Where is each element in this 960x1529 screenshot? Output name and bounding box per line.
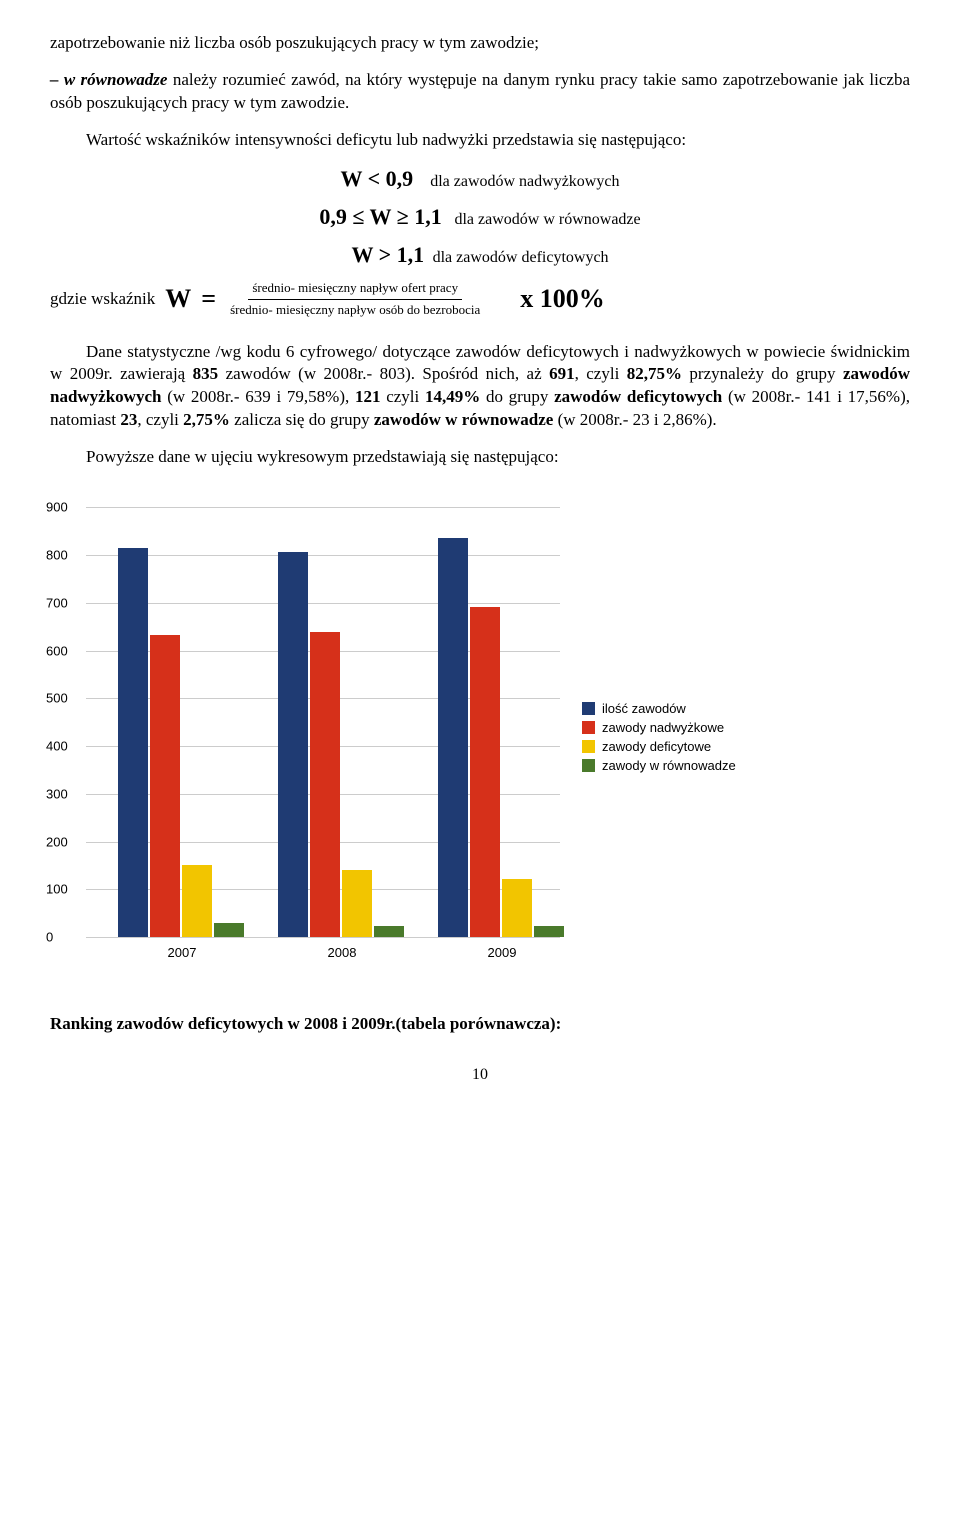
y-tick-label: 300 xyxy=(46,786,68,801)
formula-1: W < 0,9 dla zawodów nadwyżkowych xyxy=(50,166,910,192)
paragraph-4: Dane statystyczne /wg kodu 6 cyfrowego/ … xyxy=(50,341,910,433)
y-tick-label: 800 xyxy=(46,547,68,562)
x-tick-label: 2008 xyxy=(278,945,406,960)
times-100: x 100% xyxy=(520,284,605,314)
y-tick-label: 600 xyxy=(46,643,68,658)
text: należy rozumieć zawód, na który występuj… xyxy=(50,70,910,112)
text: , czyli xyxy=(137,410,183,429)
text: przynależy do grupy xyxy=(682,364,843,383)
y-tick-label: 700 xyxy=(46,595,68,610)
paragraph-3: Wartość wskaźników intensywności deficyt… xyxy=(50,129,910,152)
chart-container: 0100200300400500600700800900200720082009… xyxy=(50,497,910,977)
bar-group: 2007 xyxy=(118,548,246,937)
indicator-W: W xyxy=(165,284,191,314)
bar-deficytowe xyxy=(502,879,532,937)
legend-label: zawody deficytowe xyxy=(602,739,711,754)
legend: ilość zawodów zawody nadwyżkowe zawody def… xyxy=(582,697,736,777)
bar-deficytowe xyxy=(342,870,372,937)
ranking-heading: Ranking zawodów deficytowych w 2008 i 20… xyxy=(50,1013,910,1036)
bar-deficytowe xyxy=(182,865,212,938)
bar-ilosc xyxy=(438,538,468,937)
value: 691 xyxy=(549,364,575,383)
x-tick-label: 2007 xyxy=(118,945,246,960)
text: zalicza się do grupy xyxy=(230,410,374,429)
text: (w 2008r.- 23 i 2,86%). xyxy=(553,410,716,429)
group-name: zawodów deficytowych xyxy=(554,387,722,406)
gridline xyxy=(86,937,560,938)
y-tick-label: 0 xyxy=(46,930,53,945)
bar-nadwyzkowe xyxy=(310,632,340,937)
value: 23 xyxy=(120,410,137,429)
legend-label: zawody w równowadze xyxy=(602,758,736,773)
value: 835 xyxy=(193,364,219,383)
page-number: 10 xyxy=(50,1066,910,1084)
formula-op: < 0,9 xyxy=(362,166,413,191)
group-name: zawodów w równowadze xyxy=(374,410,553,429)
formula-desc: dla zawodów deficytowych xyxy=(433,249,609,266)
legend-swatch xyxy=(582,740,595,753)
value: 82,75% xyxy=(627,364,682,383)
y-tick-label: 200 xyxy=(46,834,68,849)
indicator-eq: = xyxy=(201,284,216,314)
paragraph-2: – w równowadze należy rozumieć zawód, na… xyxy=(50,69,910,115)
y-tick-label: 900 xyxy=(46,500,68,515)
formula-3: W > 1,1 dla zawodów deficytowych xyxy=(50,242,910,268)
formula-W: W xyxy=(351,242,373,267)
page: zapotrzebowanie niż liczba osób poszukuj… xyxy=(0,0,960,1124)
bar-group: 2008 xyxy=(278,552,406,937)
fraction: średnio- miesięczny napływ ofert pracy ś… xyxy=(226,280,484,319)
formula-W: 0,9 ≤ W ≥ 1,1 xyxy=(319,204,441,229)
value: 2,75% xyxy=(183,410,230,429)
bar-ilosc xyxy=(118,548,148,937)
x-tick-label: 2009 xyxy=(438,945,566,960)
formula-desc: dla zawodów w równowadze xyxy=(454,211,640,228)
bar-nadwyzkowe xyxy=(470,607,500,937)
legend-swatch xyxy=(582,702,595,715)
legend-item: zawody w równowadze xyxy=(582,758,736,773)
bar-ilosc xyxy=(278,552,308,937)
bar-group: 2009 xyxy=(438,538,566,937)
indicator-label: gdzie wskaźnik xyxy=(50,289,155,309)
paragraph-5: Powyższe dane w ujęciu wykresowym przeds… xyxy=(50,446,910,469)
legend-swatch xyxy=(582,759,595,772)
value: 121 xyxy=(355,387,381,406)
y-tick-label: 100 xyxy=(46,882,68,897)
bar-rownowaga xyxy=(534,926,564,937)
legend-item: zawody nadwyżkowe xyxy=(582,720,736,735)
bar-rownowaga xyxy=(214,923,244,937)
legend-label: ilość zawodów xyxy=(602,701,686,716)
indicator-row: gdzie wskaźnik W = średnio- miesięczny n… xyxy=(50,280,910,319)
legend-item: zawody deficytowe xyxy=(582,739,736,754)
bar-nadwyzkowe xyxy=(150,635,180,937)
bar-rownowaga xyxy=(374,926,404,937)
formula-W: W xyxy=(341,166,363,191)
paragraph-1: zapotrzebowanie niż liczba osób poszukuj… xyxy=(50,32,910,55)
fraction-denominator: średnio- miesięczny napływ osób do bezro… xyxy=(226,300,484,319)
text: do grupy xyxy=(480,387,554,406)
formula-desc: dla zawodów nadwyżkowych xyxy=(430,173,619,190)
bar-chart: 0100200300400500600700800900200720082009 xyxy=(50,497,570,977)
fraction-numerator: średnio- miesięczny napływ ofert pracy xyxy=(248,280,462,300)
term-rownowaga: – w równowadze xyxy=(50,70,167,89)
formula-2: 0,9 ≤ W ≥ 1,1 dla zawodów w równowadze xyxy=(50,204,910,230)
legend-swatch xyxy=(582,721,595,734)
value: 14,49% xyxy=(425,387,480,406)
text: czyli xyxy=(380,387,425,406)
text: (w 2008r.- 639 i 79,58%), xyxy=(161,387,355,406)
text: zawodów (w 2008r.- 803). Spośród nich, a… xyxy=(218,364,549,383)
y-tick-label: 500 xyxy=(46,691,68,706)
gridline xyxy=(86,507,560,508)
legend-label: zawody nadwyżkowe xyxy=(602,720,724,735)
plot-area: 0100200300400500600700800900200720082009 xyxy=(90,507,560,937)
text: , czyli xyxy=(575,364,627,383)
formula-op: > 1,1 xyxy=(373,242,424,267)
y-tick-label: 400 xyxy=(46,739,68,754)
legend-item: ilość zawodów xyxy=(582,701,736,716)
